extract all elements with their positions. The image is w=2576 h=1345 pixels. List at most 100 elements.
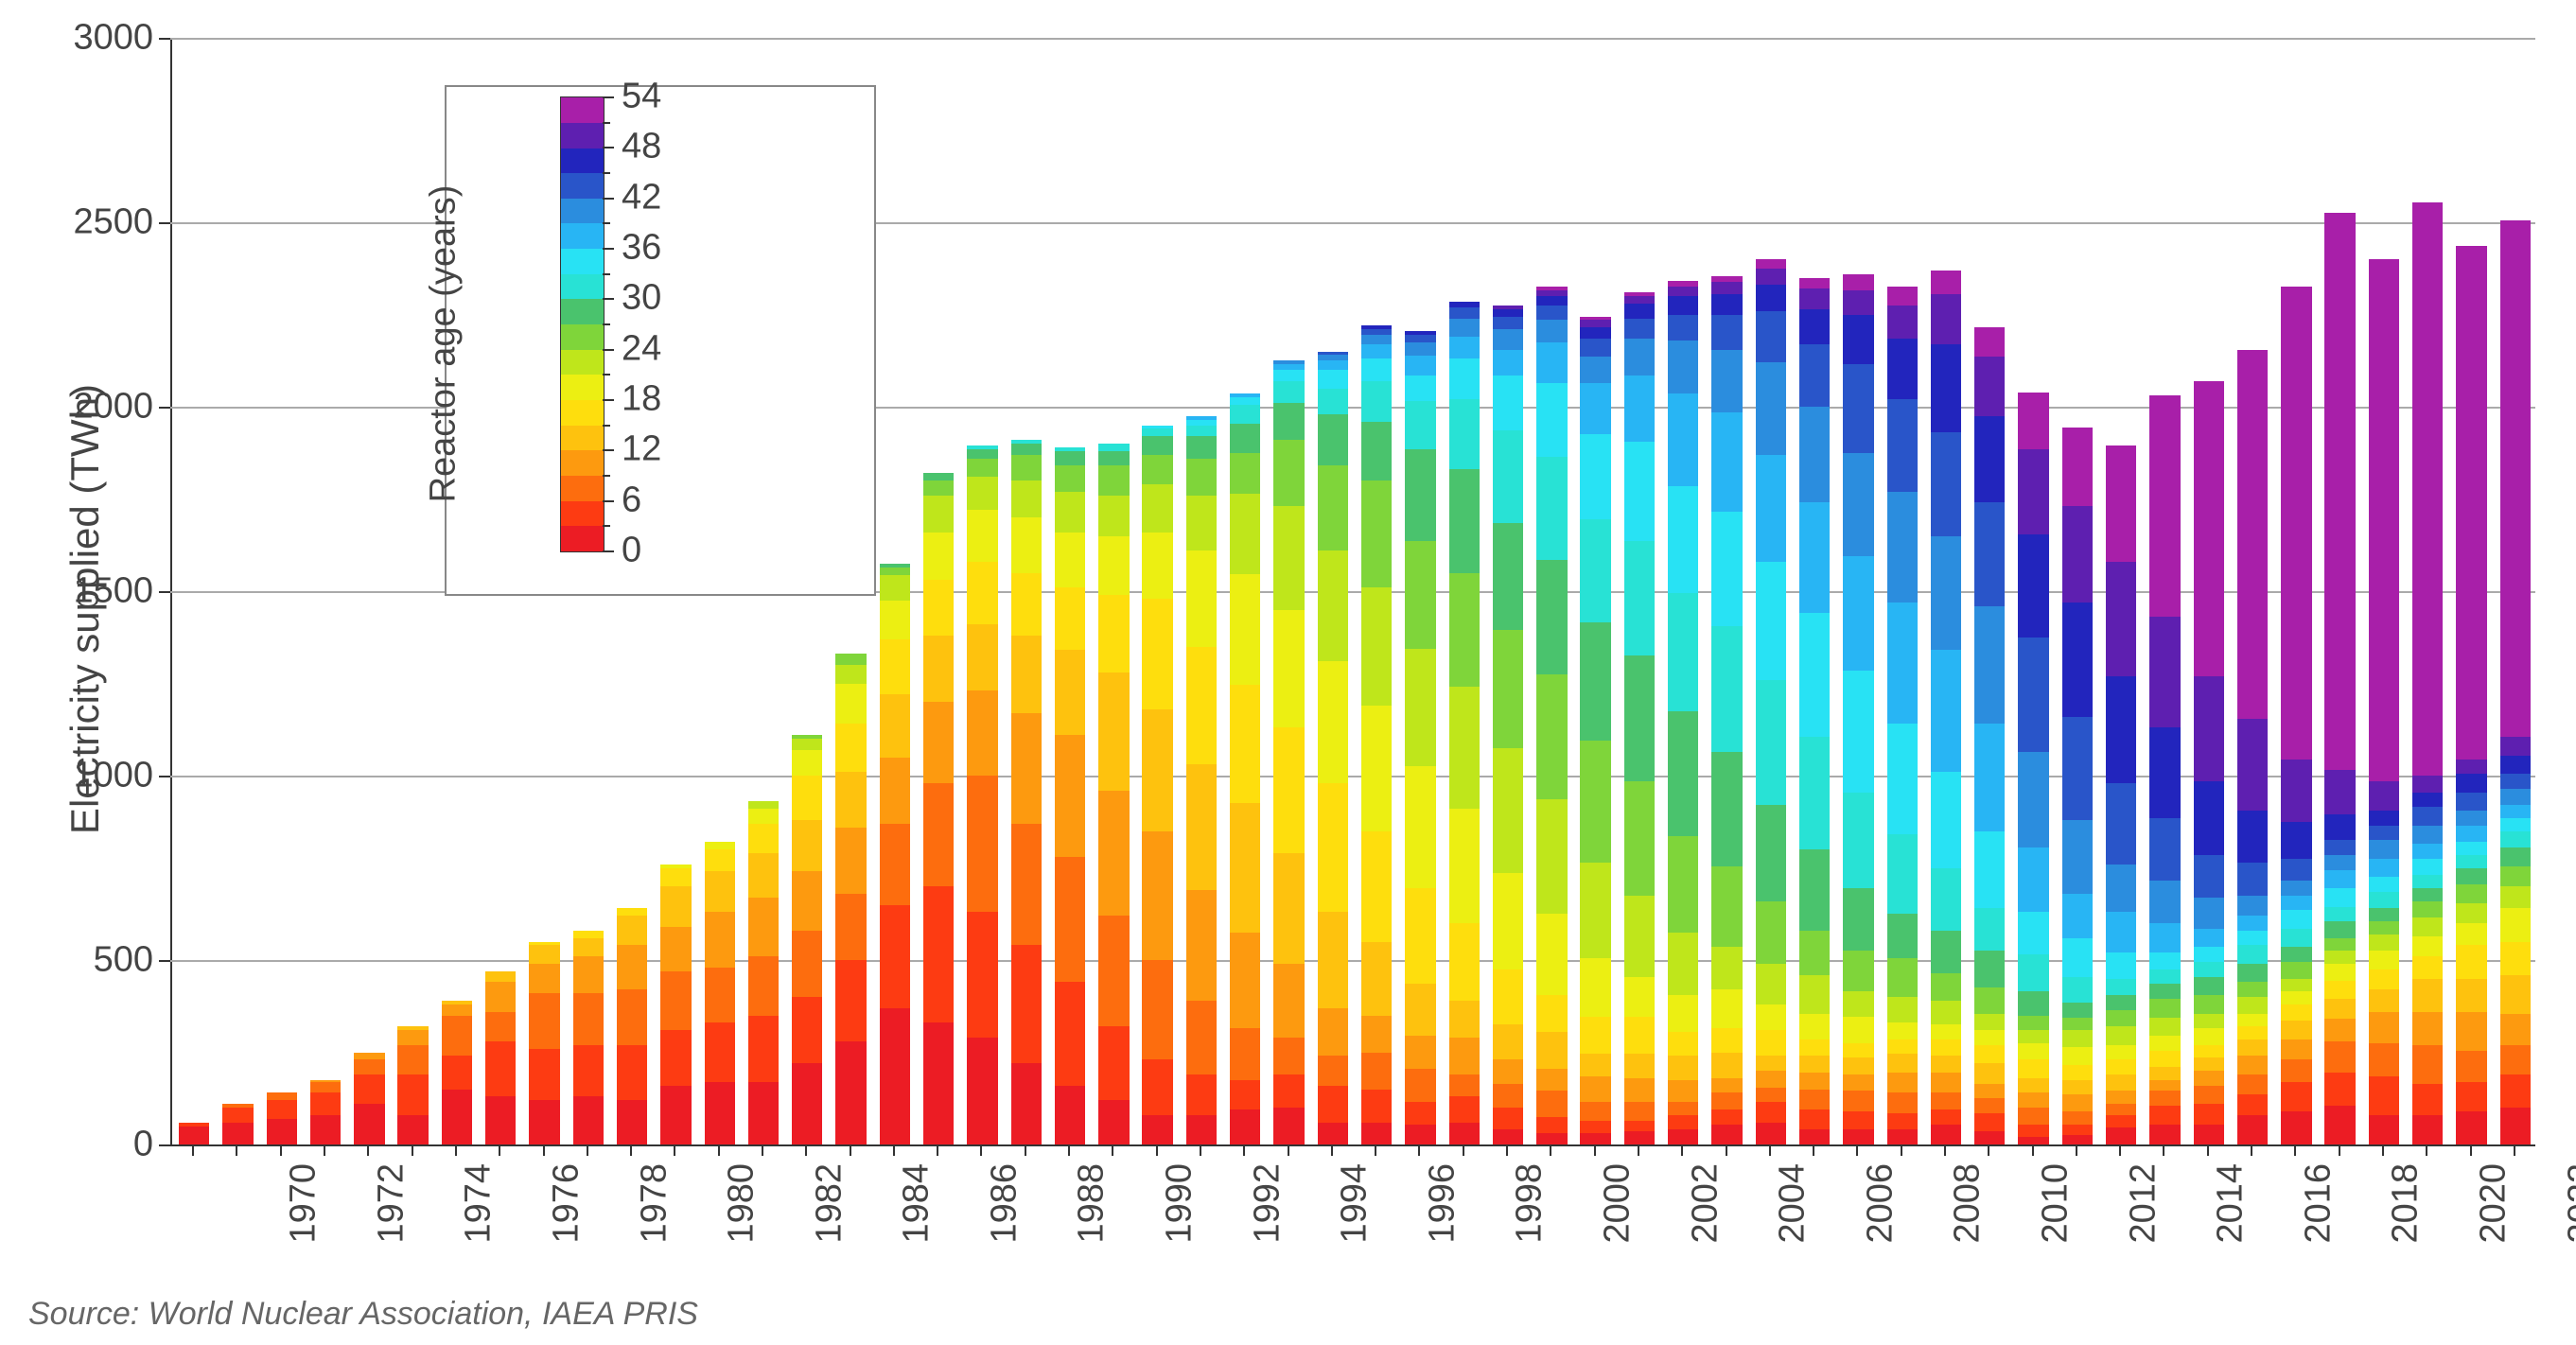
x-tick-mark bbox=[1813, 1144, 1814, 1156]
bar-segment bbox=[2412, 917, 2443, 936]
bar-segment bbox=[2412, 844, 2443, 859]
bar-segment bbox=[310, 1092, 341, 1114]
bar-segment bbox=[1799, 309, 1830, 344]
bar-segment bbox=[880, 639, 910, 695]
bar-segment bbox=[1405, 335, 1435, 342]
bar-segment bbox=[573, 956, 604, 993]
bar-segment bbox=[1536, 296, 1567, 306]
bar-segment bbox=[748, 824, 779, 853]
bar-segment bbox=[2412, 793, 2443, 808]
bar-segment bbox=[2281, 760, 2311, 822]
x-tick-mark bbox=[1769, 1144, 1771, 1156]
bar-segment bbox=[1098, 595, 1129, 672]
bar-segment bbox=[2456, 979, 2486, 1012]
bar-segment bbox=[2281, 859, 2311, 881]
bar-segment bbox=[1318, 912, 1348, 1007]
bar-segment bbox=[1580, 1133, 1610, 1144]
bar-segment bbox=[1449, 319, 1480, 338]
bar-segment bbox=[1974, 987, 2005, 1013]
bar-segment bbox=[2106, 445, 2136, 562]
bar-segment bbox=[1405, 401, 1435, 449]
bar-segment bbox=[2237, 1039, 2268, 1057]
bar-segment bbox=[1931, 973, 1961, 1001]
bar-segment bbox=[529, 964, 559, 993]
x-tick-mark bbox=[2470, 1144, 2472, 1156]
bar-segment bbox=[1098, 465, 1129, 495]
bar-segment bbox=[1756, 455, 1786, 562]
x-tick-mark bbox=[499, 1144, 500, 1156]
bar-segment bbox=[1318, 360, 1348, 370]
bar-segment bbox=[1361, 480, 1392, 587]
legend-tick-label: 48 bbox=[622, 127, 661, 167]
x-tick-label: 1992 bbox=[1247, 1163, 1288, 1244]
legend-color-segment bbox=[561, 450, 604, 476]
bar-segment bbox=[705, 871, 735, 912]
bar-segment bbox=[2500, 908, 2531, 941]
bar-segment bbox=[1624, 1102, 1655, 1121]
bar-segment bbox=[2281, 1111, 2311, 1144]
bar-segment bbox=[2018, 449, 2048, 534]
bar-segment bbox=[2237, 1026, 2268, 1039]
bar-segment bbox=[617, 908, 647, 916]
bar-segment bbox=[1974, 327, 2005, 357]
bar-segment bbox=[2324, 981, 2355, 1000]
y-tick-label: 2000 bbox=[73, 387, 170, 428]
legend-tick bbox=[603, 248, 614, 250]
bar-segment bbox=[2500, 756, 2531, 775]
bar-segment bbox=[1405, 1036, 1435, 1069]
bar-segment bbox=[529, 993, 559, 1049]
bar-segment bbox=[1756, 562, 1786, 680]
bar-segment bbox=[792, 750, 822, 776]
x-tick-mark bbox=[280, 1144, 282, 1156]
bar-segment bbox=[2281, 1004, 2311, 1022]
x-tick-mark bbox=[1243, 1144, 1245, 1156]
x-tick-label: 1976 bbox=[546, 1163, 587, 1244]
bar-segment bbox=[2324, 938, 2355, 952]
x-tick-label: 1970 bbox=[284, 1163, 324, 1244]
bar-segment bbox=[1142, 1059, 1172, 1115]
bar-segment bbox=[2412, 1012, 2443, 1045]
bar-segment bbox=[1668, 1080, 1698, 1102]
bar-segment bbox=[397, 1074, 428, 1115]
x-tick-mark bbox=[1550, 1144, 1551, 1156]
bar-segment bbox=[1799, 407, 1830, 502]
bar-segment bbox=[1230, 424, 1260, 453]
bar-segment bbox=[2500, 975, 2531, 1014]
bar-segment bbox=[2062, 1111, 2093, 1125]
x-tick-label: 1984 bbox=[897, 1163, 938, 1244]
x-tick-label: 2012 bbox=[2123, 1163, 2164, 1244]
legend-color-segment bbox=[561, 476, 604, 501]
bar-segment bbox=[2062, 1080, 2093, 1095]
bar-segment bbox=[1273, 853, 1304, 964]
bar-segment bbox=[1843, 888, 1873, 951]
bar-segment bbox=[397, 1030, 428, 1045]
bar-2019 bbox=[2324, 213, 2355, 1144]
bar-segment bbox=[2324, 964, 2355, 981]
bar-segment bbox=[1318, 783, 1348, 913]
bar-segment bbox=[2500, 220, 2531, 737]
bar-segment bbox=[1756, 1088, 1786, 1103]
bar-segment bbox=[1361, 587, 1392, 706]
bar-segment bbox=[2149, 1125, 2180, 1144]
bar-segment bbox=[2324, 870, 2355, 889]
bar-1974 bbox=[354, 1053, 384, 1144]
bar-segment bbox=[1931, 344, 1961, 433]
bar-segment bbox=[1361, 1016, 1392, 1053]
bar-segment bbox=[2062, 603, 2093, 717]
x-tick-mark bbox=[1463, 1144, 1464, 1156]
bar-segment bbox=[1580, 741, 1610, 863]
bar-segment bbox=[2237, 997, 2268, 1014]
bar-segment bbox=[2500, 1074, 2531, 1108]
bar-segment bbox=[2237, 931, 2268, 946]
bar-segment bbox=[2106, 979, 2136, 996]
bar-segment bbox=[1887, 492, 1918, 603]
bar-segment bbox=[835, 684, 866, 725]
bar-segment bbox=[792, 871, 822, 930]
bar-segment bbox=[1711, 1078, 1742, 1093]
legend-title: Reactor age (years) bbox=[424, 185, 464, 503]
x-tick-label: 1980 bbox=[722, 1163, 762, 1244]
bar-segment bbox=[1931, 868, 1961, 931]
bar-segment bbox=[2018, 954, 2048, 991]
x-tick-mark bbox=[1726, 1144, 1727, 1156]
bar-segment bbox=[397, 1045, 428, 1074]
